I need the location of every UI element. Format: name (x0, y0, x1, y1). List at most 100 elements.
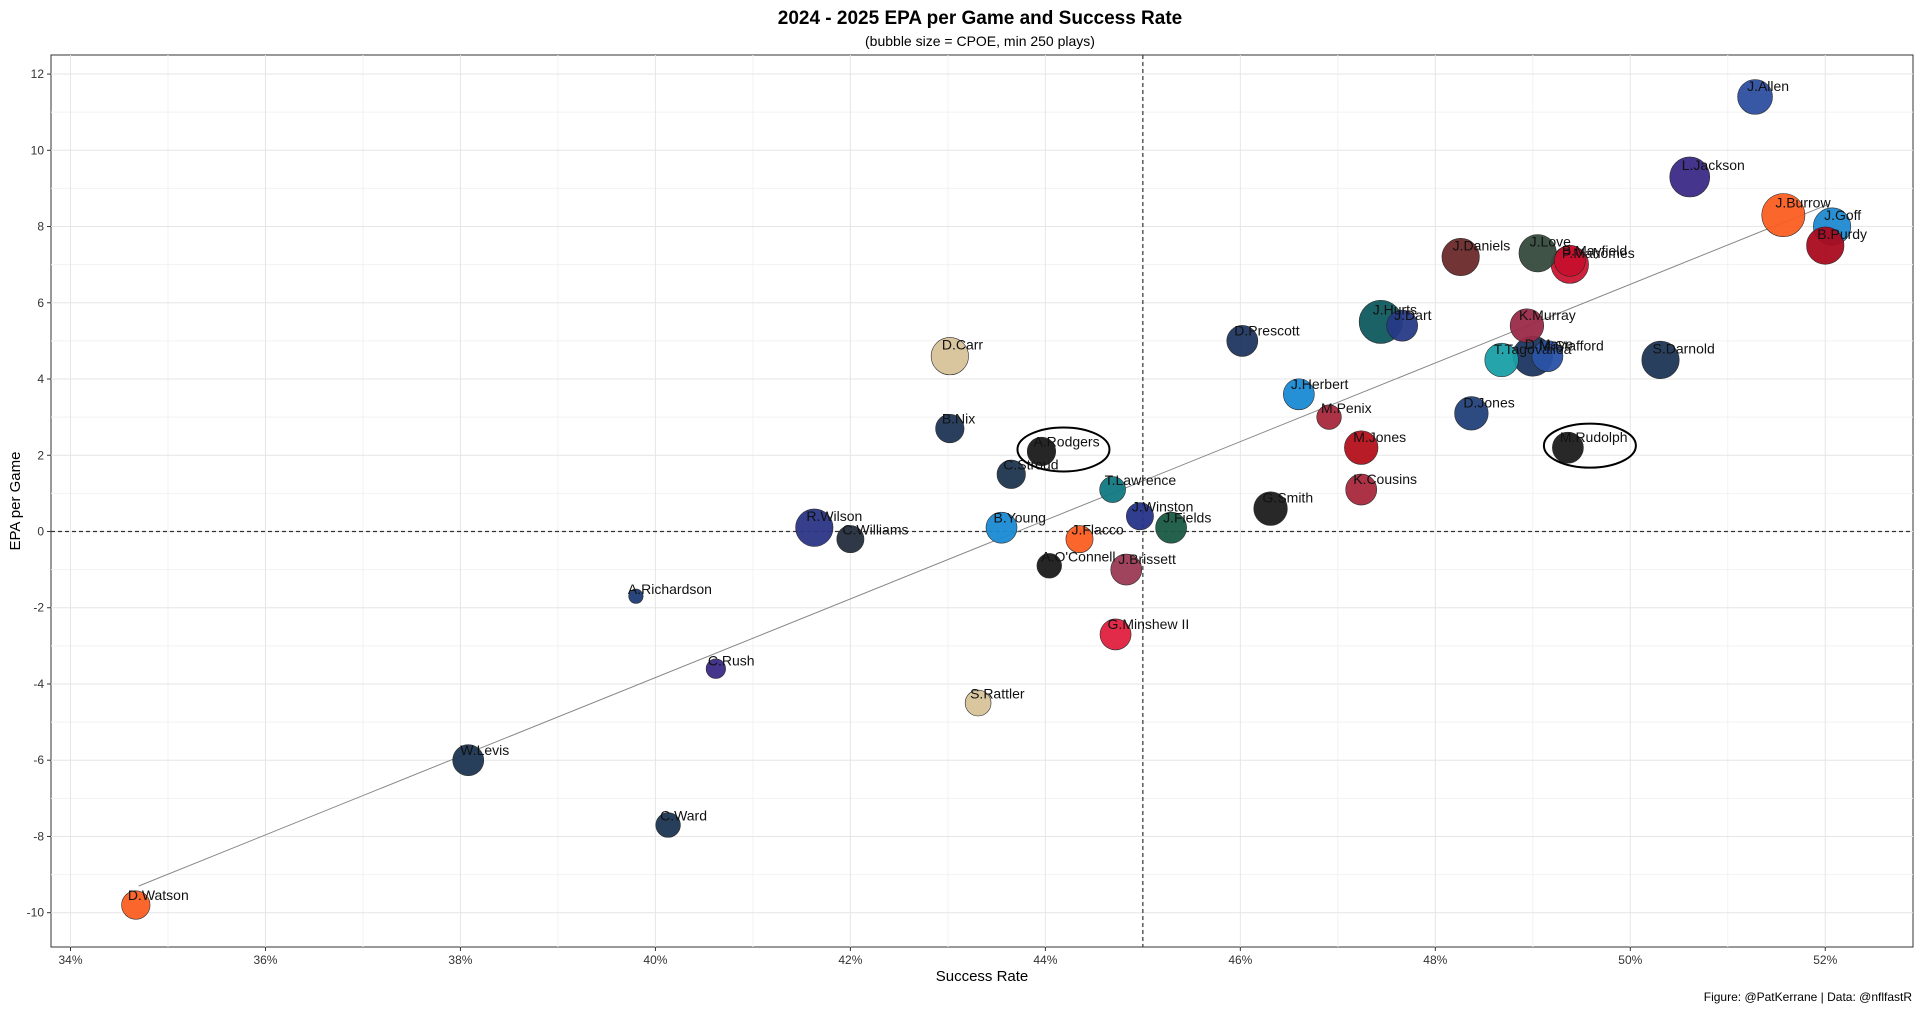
x-axis-title: Success Rate (936, 968, 1029, 985)
point-j-allen (1737, 79, 1773, 115)
point-b-young (985, 511, 1018, 544)
point-label: M.Jones (1353, 429, 1406, 445)
point-b-nix (935, 414, 965, 444)
x-tick-label: 38% (448, 953, 472, 967)
highlight-ellipses (1016, 422, 1637, 473)
point-label: K.Murray (1519, 307, 1576, 323)
point-label: P.Mahomes (1562, 245, 1635, 261)
point-label: T.Tagovailoa (1494, 341, 1572, 357)
point-label: M.Stafford (1539, 338, 1603, 354)
point-label: J.Winston (1132, 498, 1193, 514)
point-b-mayfield (1554, 245, 1586, 277)
point-a-rodgers (1026, 436, 1057, 466)
y-tick-label: -10 (27, 906, 45, 920)
point-label: C.Rush (708, 652, 755, 668)
point-j-burrow (1761, 193, 1806, 238)
reference-lines (51, 55, 1913, 947)
point-label: J.Love (1530, 234, 1571, 250)
y-tick-label: 0 (37, 524, 44, 538)
y-axis-title: EPA per Game (7, 452, 24, 551)
y-tick-label: 2 (37, 448, 44, 462)
point-j-daniels (1441, 238, 1480, 277)
y-tick-label: -2 (33, 601, 44, 615)
x-tick-label: 40% (643, 953, 667, 967)
x-tick-label: 44% (1033, 953, 1057, 967)
y-tick-label: -6 (33, 753, 44, 767)
point-t-tagovailoa (1484, 342, 1519, 378)
point-r-wilson (795, 508, 834, 547)
point-s-darnold (1641, 340, 1680, 379)
point-label: S.Rattler (970, 685, 1025, 701)
data-points (121, 79, 1852, 920)
point-k-murray (1509, 308, 1545, 343)
point-g-minshew-ii (1099, 618, 1132, 651)
y-axis-ticks: -10 -8 -6 -4 -2 0 2 4 6 8 10 12 (27, 67, 51, 920)
point-label: J.Allen (1747, 78, 1789, 94)
point-c-rush (705, 658, 726, 679)
point-j-brissett (1110, 553, 1143, 586)
x-tick-label: 52% (1813, 953, 1837, 967)
point-label: C.Ward (660, 808, 707, 824)
chart-caption: Figure: @PatKerrane | Data: @nflfastR (1704, 990, 1913, 1004)
x-tick-label: 46% (1228, 953, 1252, 967)
point-label: A.O'Connell (1041, 548, 1115, 564)
point-l-jackson (1669, 156, 1711, 198)
chart-subtitle: (bubble size = CPOE, min 250 plays) (865, 33, 1095, 49)
y-tick-label: 10 (31, 143, 45, 157)
point-label: D.Maye (1525, 336, 1573, 352)
point-label: J.Daniels (1453, 237, 1511, 253)
x-tick-label: 48% (1423, 953, 1447, 967)
trend-line (138, 203, 1831, 887)
point-m-rudolph (1552, 431, 1584, 464)
point-label: M.Penix (1321, 400, 1372, 416)
point-t-lawrence (1099, 476, 1126, 503)
point-label: D.Prescott (1234, 322, 1299, 338)
point-g-smith (1253, 491, 1288, 526)
point-label: J.Herbert (1291, 376, 1349, 392)
point-b-purdy (1806, 226, 1845, 265)
point-a-richardson (628, 588, 644, 604)
y-tick-label: 6 (37, 296, 44, 310)
y-tick-label: 4 (37, 372, 44, 386)
point-label: D.Carr (942, 337, 984, 353)
point-a-o-connell (1036, 553, 1062, 579)
point-j-fields (1155, 511, 1187, 544)
point-label: L.Jackson (1682, 157, 1745, 173)
x-tick-label: 36% (253, 953, 277, 967)
point-label: B.Young (993, 509, 1045, 525)
point-k-cousins (1345, 473, 1378, 506)
regression-line (138, 203, 1831, 887)
y-tick-label: -8 (33, 829, 44, 843)
point-d-jones (1454, 396, 1489, 431)
grid-lines (51, 55, 1913, 947)
highlight-ellipse (1542, 422, 1637, 469)
x-tick-label: 34% (58, 953, 82, 967)
point-s-rattler (964, 689, 992, 717)
point-label: B.Purdy (1817, 226, 1867, 242)
point-m-stafford (1531, 340, 1564, 372)
point-label: J.Hurts (1373, 301, 1417, 317)
point-label: S.Darnold (1653, 340, 1715, 356)
point-m-penix (1316, 404, 1342, 430)
point-label: T.Lawrence (1105, 472, 1177, 488)
point-j-winston (1126, 502, 1154, 531)
y-tick-label: 8 (37, 220, 44, 234)
point-d-watson (121, 890, 151, 920)
highlight-ellipse (1016, 426, 1111, 473)
point-label: D.Jones (1463, 394, 1514, 410)
point-label: A.Richardson (628, 581, 712, 597)
x-tick-label: 50% (1618, 953, 1642, 967)
point-label: J.Burrow (1775, 195, 1831, 211)
point-label: J.Flacco (1071, 521, 1123, 537)
point-w-levis (452, 744, 485, 777)
point-label: D.Watson (128, 887, 189, 903)
point-label: B.Nix (942, 411, 975, 427)
point-c-stroud (996, 459, 1026, 489)
point-label: W.Levis (460, 742, 509, 758)
point-label: A.Rodgers (1033, 433, 1099, 449)
point-c-ward (655, 812, 681, 838)
point-label: R.Wilson (806, 508, 862, 524)
